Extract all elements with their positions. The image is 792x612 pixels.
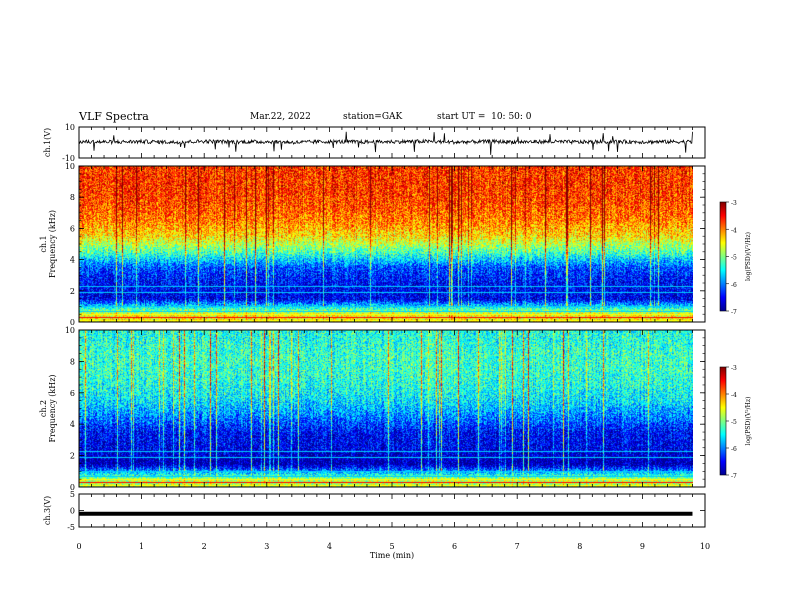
colorbar-2 bbox=[719, 366, 727, 476]
x-tick-label: 2 bbox=[202, 542, 207, 551]
colorbar-tick-label: -7 bbox=[731, 309, 737, 316]
y-tick-label: 4 bbox=[70, 256, 75, 265]
colorbar-label: log(PSD)(V²/Hz) bbox=[745, 232, 752, 281]
colorbar-tick-label: -7 bbox=[731, 473, 737, 480]
colorbar-tick-label: -6 bbox=[731, 282, 737, 289]
x-tick-label: 0 bbox=[76, 542, 81, 551]
y-tick-label: 8 bbox=[70, 193, 75, 202]
colorbar-tick-label: -6 bbox=[731, 446, 737, 453]
colorbar-tick-label: -3 bbox=[731, 200, 737, 207]
y-axis-label: ch.2 bbox=[39, 400, 48, 417]
colorbar-label: log(PSD)(V²/Hz) bbox=[745, 397, 752, 446]
colorbar-tick-label: -5 bbox=[731, 419, 737, 426]
colorbar-tick-label: -4 bbox=[731, 227, 737, 234]
y-axis-label: Frequency (kHz) bbox=[48, 374, 57, 442]
y-tick-label: 6 bbox=[70, 389, 75, 398]
y-axis-label: ch.1(V) bbox=[43, 128, 52, 157]
chart-title: VLF Spectra bbox=[79, 110, 149, 123]
y-tick-label: 10 bbox=[65, 123, 75, 132]
y-tick-label: 0 bbox=[70, 318, 75, 327]
y-tick-label: 6 bbox=[70, 224, 75, 233]
y-axis-label: Frequency (kHz) bbox=[48, 210, 57, 278]
y-tick-label: -10 bbox=[62, 154, 75, 163]
colorbar-tick-label: -5 bbox=[731, 255, 737, 262]
x-tick-label: 6 bbox=[452, 542, 457, 551]
y-tick-label: 2 bbox=[70, 287, 75, 296]
y-tick-label: 10 bbox=[65, 162, 75, 171]
y-tick-label: 8 bbox=[70, 357, 75, 366]
y-tick-label: 5 bbox=[70, 490, 75, 499]
spectrogram-1 bbox=[79, 166, 693, 322]
y-tick-label: 2 bbox=[70, 452, 75, 461]
x-tick-label: 7 bbox=[515, 542, 520, 551]
x-tick-label: 4 bbox=[327, 542, 332, 551]
y-axis-label: ch.1 bbox=[39, 235, 48, 252]
x-axis-label: Time (min) bbox=[370, 551, 414, 560]
ch1-trace bbox=[78, 131, 693, 155]
x-tick-label: 1 bbox=[139, 542, 144, 551]
y-tick-label: 10 bbox=[65, 326, 75, 335]
colorbar-tick-label: -4 bbox=[731, 392, 737, 399]
y-tick-label: 4 bbox=[70, 420, 75, 429]
start-time-label: start UT = 10: 50: 0 bbox=[437, 112, 532, 122]
y-tick-label: 0 bbox=[70, 507, 75, 516]
x-tick-label: 5 bbox=[389, 542, 394, 551]
x-tick-label: 10 bbox=[700, 542, 710, 551]
date-label: Mar.22, 2022 bbox=[250, 112, 311, 122]
y-axis-label: ch.3(V) bbox=[43, 496, 52, 525]
x-tick-label: 3 bbox=[264, 542, 269, 551]
spectrogram-2 bbox=[79, 330, 693, 487]
station-label: station=GAK bbox=[343, 112, 403, 122]
x-tick-label: 8 bbox=[577, 542, 582, 551]
y-tick-label: -5 bbox=[67, 523, 75, 532]
x-tick-label: 9 bbox=[640, 542, 645, 551]
colorbar-1 bbox=[719, 201, 727, 312]
colorbar-tick-label: -3 bbox=[731, 365, 737, 372]
y-tick-label: 0 bbox=[70, 483, 75, 492]
